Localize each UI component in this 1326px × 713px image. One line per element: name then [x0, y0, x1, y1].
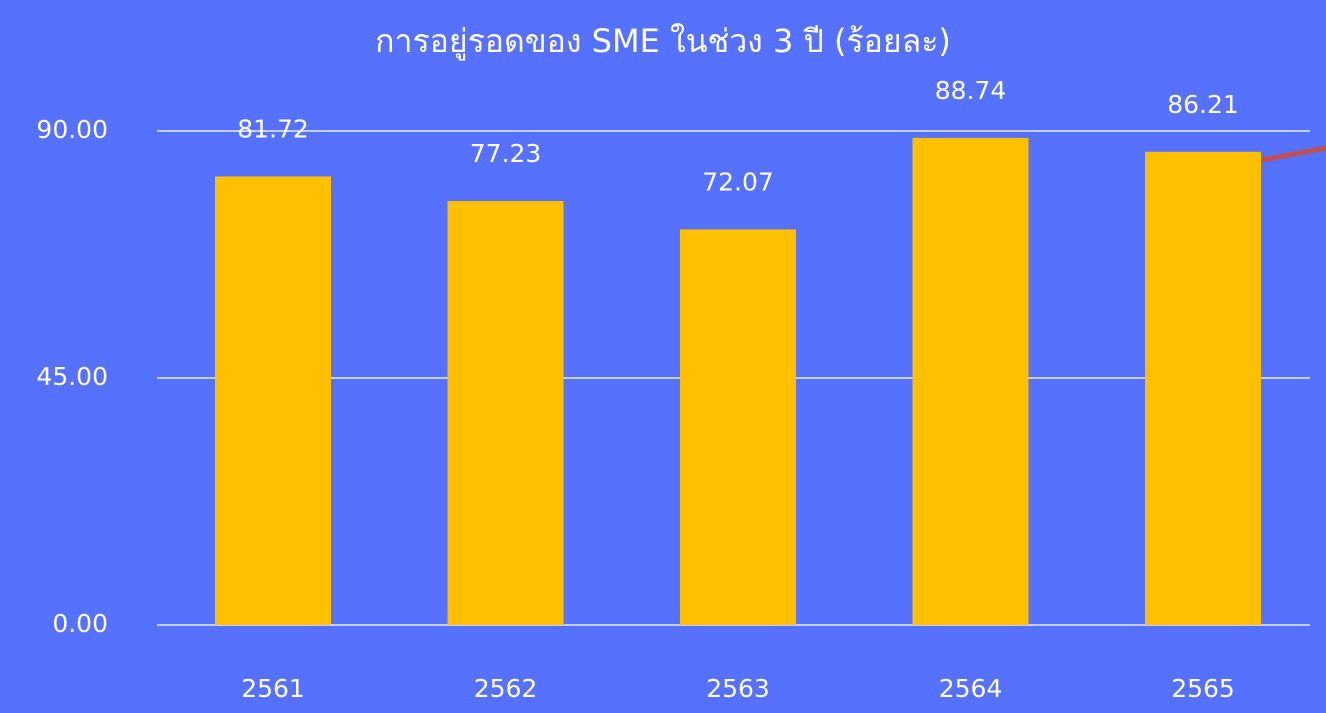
data-label: 77.23: [470, 139, 542, 168]
trend-line-fragment: [1261, 145, 1326, 163]
data-label: 81.72: [237, 114, 309, 143]
bar: [215, 176, 331, 625]
bar: [912, 137, 1029, 625]
bar: [447, 201, 564, 625]
y-tick-label: 90.00: [36, 115, 108, 144]
chart-title: การอยู่รอดของ SME ในช่วง 3 ปี (ร้อยละ): [375, 22, 951, 61]
x-tick-label: 2563: [706, 674, 770, 703]
data-label: 72.07: [702, 167, 774, 196]
y-tick-label: 45.00: [36, 362, 108, 391]
x-tick-label: 2562: [474, 674, 538, 703]
data-label: 86.21: [1167, 90, 1239, 119]
data-label: 88.74: [935, 76, 1007, 105]
bar: [1145, 151, 1261, 625]
y-tick-label: 0.00: [52, 609, 108, 638]
x-tick-label: 2564: [939, 674, 1003, 703]
x-tick-label: 2561: [241, 674, 305, 703]
bar: [680, 229, 796, 625]
x-tick-label: 2565: [1171, 674, 1235, 703]
